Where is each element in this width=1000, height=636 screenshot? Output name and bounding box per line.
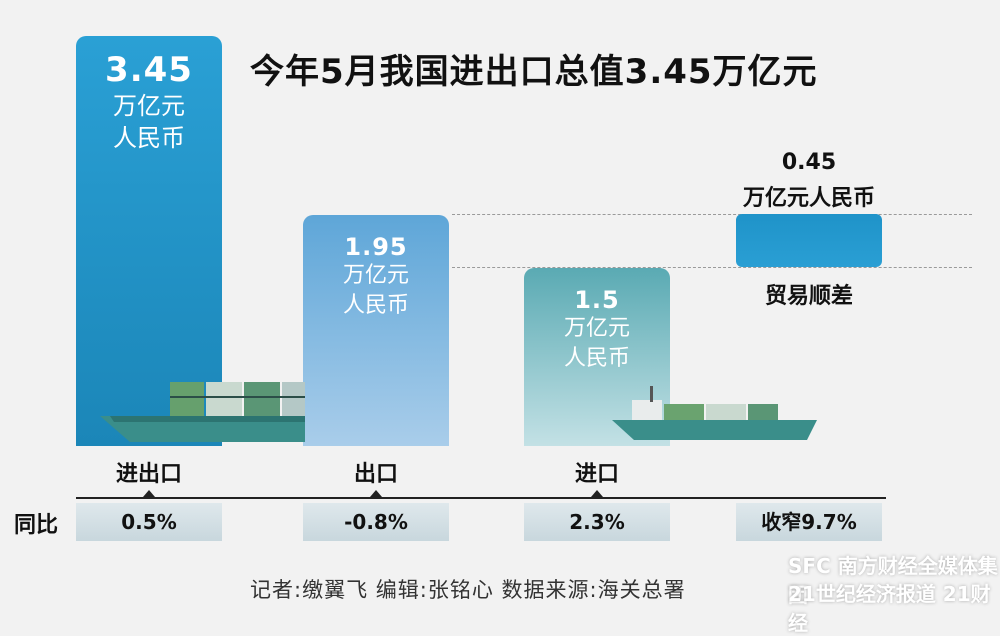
surplus-value: 0.45 bbox=[781, 150, 837, 175]
yoy-value-import: 2.3% bbox=[524, 503, 670, 541]
yoy-row-label: 同比 bbox=[14, 513, 59, 538]
bar-export-value: 1.95 bbox=[344, 233, 408, 261]
bar-trade-surplus bbox=[736, 214, 882, 267]
container-ship-large-icon bbox=[100, 382, 305, 442]
axis-tick-export bbox=[370, 490, 382, 497]
category-label-import: 进口 bbox=[574, 462, 619, 487]
credits-footer: 记者:缴翼飞 编辑:张铭心 数据来源:海关总署 bbox=[250, 578, 686, 602]
yoy-value-export: -0.8% bbox=[303, 503, 449, 541]
category-label-total: 进出口 bbox=[115, 462, 182, 487]
container-ship-small-icon bbox=[612, 386, 817, 440]
bar-total-unit-2: 人民币 bbox=[113, 124, 185, 152]
bar-export-unit-1: 万亿元 bbox=[342, 263, 409, 288]
yoy-value-surplus: 收窄9.7% bbox=[736, 503, 882, 541]
axis-tick-import bbox=[591, 490, 603, 497]
guide-line-import-top bbox=[452, 267, 972, 268]
yoy-value-total: 0.5% bbox=[76, 503, 222, 541]
x-axis bbox=[76, 497, 886, 499]
guide-line-export-top bbox=[452, 214, 972, 215]
axis-tick-total bbox=[143, 490, 155, 497]
bar-import-unit-1: 万亿元 bbox=[563, 316, 630, 341]
bar-total-trade: 3.45 万亿元 人民币 bbox=[76, 36, 222, 446]
surplus-unit: 万亿元人民币 bbox=[742, 186, 875, 211]
watermark-line-1: SFC 南方财经全媒体集团 bbox=[788, 554, 998, 607]
bar-total-value: 3.45 bbox=[105, 50, 193, 90]
bar-total-unit-1: 万亿元 bbox=[113, 92, 185, 120]
bar-export-unit-2: 人民币 bbox=[342, 293, 409, 318]
bar-import-unit-2: 人民币 bbox=[563, 346, 630, 371]
surplus-label: 贸易顺差 bbox=[764, 284, 853, 309]
chart-title: 今年5月我国进出口总值3.45万亿元 bbox=[250, 52, 818, 92]
bar-import: 1.5 万亿元 人民币 bbox=[524, 268, 670, 446]
bar-export: 1.95 万亿元 人民币 bbox=[303, 215, 449, 446]
bar-import-value: 1.5 bbox=[574, 286, 620, 314]
category-label-export: 出口 bbox=[353, 462, 398, 487]
watermark-line-2: 21世纪经济报道 21财经 bbox=[788, 582, 991, 635]
infographic: 今年5月我国进出口总值3.45万亿元 3.45 万亿元 人民币 1.95 万亿元… bbox=[14, 36, 998, 635]
